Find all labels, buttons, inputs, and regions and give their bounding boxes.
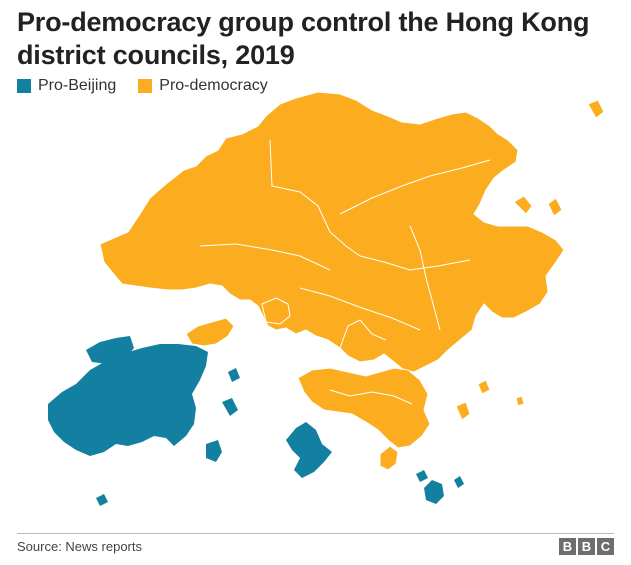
legend-swatch-pro-democracy (138, 79, 153, 93)
legend-item-pro-beijing: Pro-Beijing (17, 77, 116, 95)
district-borders (199, 139, 491, 405)
bbc-logo: B B C (557, 538, 614, 555)
region-pro-beijing (48, 336, 464, 506)
bbc-logo-letter-3: C (597, 538, 614, 555)
bbc-logo-letter-2: B (578, 538, 595, 555)
legend: Pro-Beijing Pro-democracy (17, 77, 290, 95)
legend-swatch-pro-beijing (17, 79, 31, 93)
bbc-logo-letter-1: B (559, 538, 576, 555)
legend-label-pro-beijing: Pro-Beijing (38, 77, 117, 94)
chart-title: Pro-democracy group control the Hong Kon… (17, 7, 590, 70)
hong-kong-map (48, 91, 605, 506)
legend-item-pro-democracy: Pro-democracy (138, 77, 268, 95)
source-note: Source: News reports (17, 539, 142, 554)
legend-label-pro-democracy: Pro-democracy (159, 77, 268, 94)
region-pro-democracy (99, 91, 605, 471)
footer-divider (17, 533, 614, 534)
